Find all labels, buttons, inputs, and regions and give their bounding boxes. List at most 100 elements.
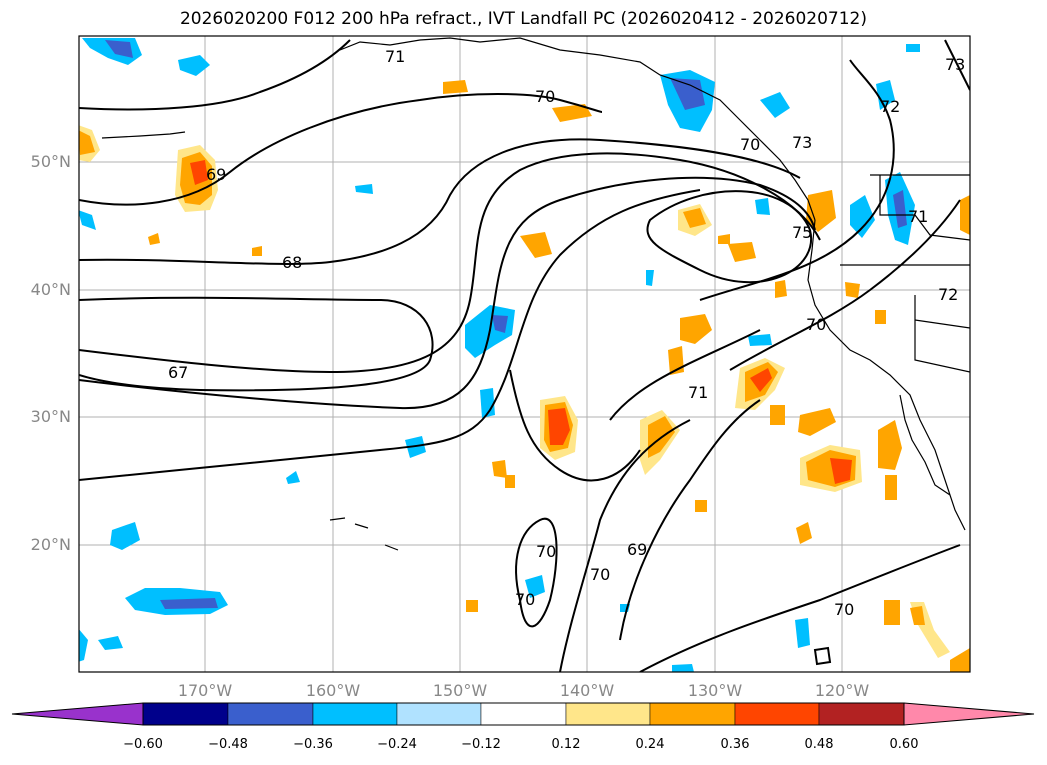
colorbar-bin [734,702,820,726]
lat-label: 50°N [30,152,71,171]
colorbar-tick-label: 0.24 [635,737,665,752]
contour-label: 71 [908,207,928,226]
colorbar-extend-low [11,702,144,726]
colorbar-bin [649,702,736,726]
contour-label: 73 [792,133,812,152]
pos-patch [830,458,852,484]
neg-patch [893,190,907,228]
neg-patch [105,40,133,58]
neg-patch [492,315,508,333]
lon-label: 160°W [305,681,361,700]
lon-label: 170°W [177,681,233,700]
neg-patch [525,575,545,598]
pos-patch [466,600,478,612]
pos-patch [806,190,836,232]
colorbar-tick-label: −0.24 [377,737,417,752]
lat-label: 20°N [30,535,71,554]
neg-patch [672,664,694,672]
pos-patch [492,460,507,478]
contour-label: 70 [740,135,760,154]
contour-labels: 71 70 69 68 67 75 73 72 70 71 72 70 70 6… [168,47,965,619]
contour-label: 75 [792,223,812,242]
pos-patch [950,648,970,672]
neg-patch [178,55,210,76]
colorbar-tick-label: −0.48 [208,737,248,752]
neg-patch [755,198,770,215]
pos-patch [910,606,925,625]
colorbar-tick-label: −0.60 [123,737,163,752]
pos-patch [718,234,730,244]
lon-label: 120°W [814,681,870,700]
contour-label: 67 [168,363,188,382]
pos-patch [885,475,897,500]
contour-label: 72 [938,285,958,304]
neg-patch [355,184,373,194]
colorbar-bin [565,702,651,726]
colorbar [11,702,1035,726]
neg-patch [646,270,654,286]
contour-label: 70 [834,600,854,619]
lat-label: 30°N [30,407,71,426]
contour-label: 70 [536,542,556,561]
lon-label: 150°W [432,681,488,700]
pos-patch [148,233,160,245]
pos-patch [960,195,970,235]
pos-patch [190,160,208,185]
pos-patch [775,280,787,298]
map-title: 2026020200 F012 200 hPa refract., IVT La… [179,9,867,29]
colorbar-tick-label: 0.60 [889,737,919,752]
contour-label: 70 [590,565,610,584]
pos-patch [728,242,756,262]
pos-patch [796,522,812,544]
pos-patch [443,80,468,94]
contour-label: 70 [535,87,555,106]
ivt-patches [79,38,970,672]
neg-patch [670,78,705,110]
neg-patch [795,618,810,648]
neg-patch [748,334,772,346]
pos-patch [252,246,262,256]
pos-patch [798,408,836,436]
neg-patch [405,436,426,458]
neg-patch [160,598,218,609]
pos-patch [875,310,886,324]
pos-patch [683,208,706,228]
neg-patch [79,629,88,662]
pos-patch [680,314,712,344]
lon-label: 130°W [687,681,743,700]
colorbar-bin [396,702,482,726]
colorbar-tick-label: −0.36 [293,737,333,752]
neg-patch [286,471,300,484]
colorbar-tick-label: 0.12 [551,737,581,752]
pos-patch [505,475,515,488]
pos-patch [884,600,900,625]
pos-patch [548,408,570,445]
pos-patch [750,368,772,392]
contour-label: 70 [515,590,535,609]
neg-patch [906,44,920,52]
colorbar-tick-label: 0.36 [720,737,750,752]
contour-label: 72 [880,97,900,116]
coastlines [101,37,970,551]
map-frame [79,36,970,672]
neg-patch [79,210,96,230]
colorbar-bin [142,702,229,726]
contour-label: 71 [385,47,405,66]
colorbar-extend-high [903,702,1035,726]
pos-patch [770,405,785,425]
pos-patch [845,282,860,298]
pos-patch [520,232,552,258]
contour-label: 73 [945,55,965,74]
neg-patch [876,80,895,110]
neg-patch [98,636,123,650]
colorbar-tick-label: −0.12 [461,737,501,752]
contour-label: 70 [806,315,826,334]
contour-label: 69 [206,165,226,184]
pos-patch [695,500,707,512]
contour-label: 68 [282,253,302,272]
neg-patch [850,195,875,238]
contour-label: 69 [627,540,647,559]
pos-patch [552,104,592,122]
refractivity-contours [79,39,970,672]
